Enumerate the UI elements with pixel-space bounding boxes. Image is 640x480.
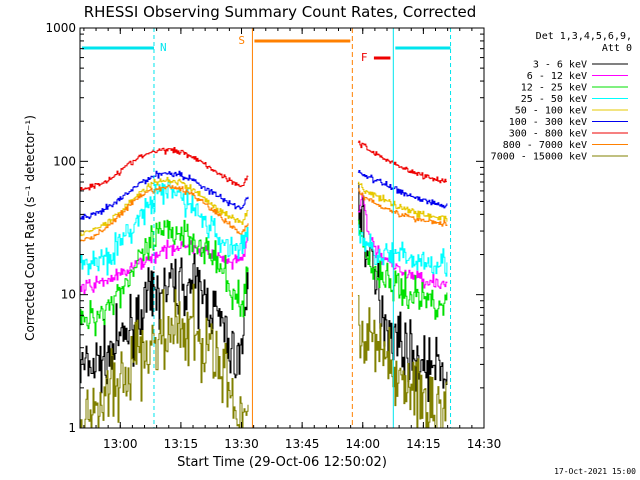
legend-header-line-1: Det 1,3,4,5,6,9,	[536, 31, 632, 42]
series-line-9-part-2	[357, 295, 448, 428]
legend-header-line-2: Att 0	[602, 43, 632, 54]
series-line-1-part-2	[357, 183, 448, 402]
series-line-7-part-2	[357, 140, 447, 184]
legend-label-3: 12 - 25 keV	[521, 83, 587, 94]
flare-label: F	[361, 51, 368, 64]
y-tick-label-3: 100	[53, 154, 76, 168]
x-tick-label-1: 13:00	[103, 437, 138, 451]
y-axis: 1 10 100 1000	[45, 21, 484, 435]
y-tick-label-1: 1	[68, 421, 76, 435]
x-tick-label-7: 14:30	[467, 437, 502, 451]
legend-label-6: 100 - 300 keV	[509, 117, 587, 128]
legend-label-4: 25 - 50 keV	[521, 94, 587, 105]
chart-title: RHESSI Observing Summary Count Rates, Co…	[84, 3, 477, 21]
plot-frame	[79, 27, 485, 429]
series-line-7-part-1	[80, 147, 249, 192]
y-axis-label: Corrected Count Rate (s⁻¹ detector⁻¹)	[23, 115, 37, 341]
legend-label-7: 300 - 800 keV	[509, 129, 587, 140]
y-tick-label-4: 1000	[45, 21, 76, 35]
series-line-8-part-1	[80, 184, 249, 242]
series-line-9-part-1	[80, 283, 249, 428]
legend-label-2: 6 - 12 keV	[527, 71, 587, 82]
legend-label-9: 7000 - 15000 keV	[491, 152, 587, 163]
legend-label-8: 800 - 7000 keV	[503, 140, 587, 151]
series-line-6-part-1	[80, 170, 249, 220]
series-line-8-part-2	[357, 188, 448, 227]
x-tick-label-4: 13:45	[285, 437, 320, 451]
night-label: N	[160, 41, 167, 54]
x-tick-label-5: 14:00	[345, 437, 380, 451]
data-layer	[80, 140, 448, 428]
series-line-5-part-1	[80, 176, 249, 237]
series-line-3-part-1	[80, 219, 249, 337]
saa-label: S	[238, 34, 245, 47]
y-tick-label-2: 10	[61, 288, 76, 302]
series-line-2-part-1	[80, 232, 249, 295]
legend-label-1: 3 - 6 keV	[533, 60, 587, 71]
x-tick-label-3: 13:30	[224, 437, 259, 451]
series-line-1-part-1	[80, 253, 249, 394]
series-line-4-part-1	[80, 179, 249, 276]
x-tick-label-2: 13:15	[164, 437, 199, 451]
series-line-3-part-2	[357, 219, 448, 320]
date-stamp: 17-Oct-2021 15:00	[554, 467, 636, 476]
x-axis-label: Start Time (29-Oct-06 12:50:02)	[177, 455, 387, 470]
series-line-5-part-2	[357, 181, 448, 222]
series-line-4-part-2	[357, 224, 448, 277]
x-tick-label-6: 14:15	[406, 437, 441, 451]
series-line-2-part-2	[357, 193, 448, 289]
series-line-6-part-2	[357, 170, 448, 209]
legend-label-5: 50 - 100 keV	[515, 106, 587, 117]
